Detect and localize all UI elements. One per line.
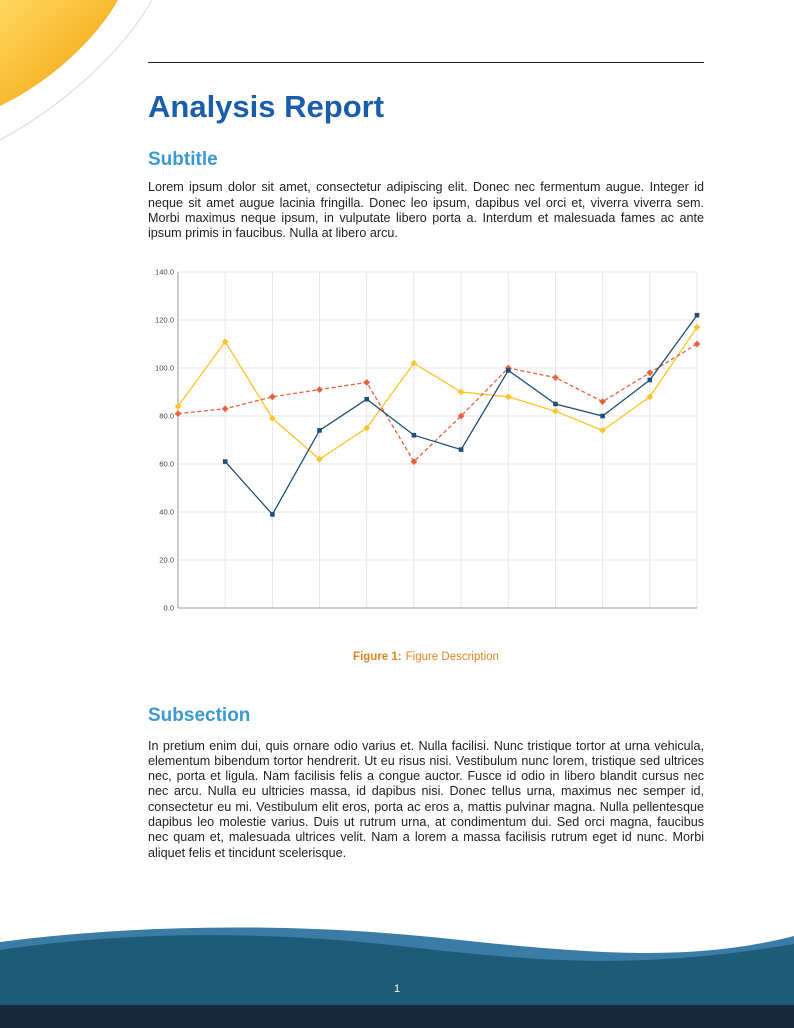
header-rule	[148, 62, 704, 63]
section-heading-subtitle: Subtitle	[148, 148, 218, 170]
figure-caption-label: Figure 1:	[353, 650, 402, 663]
svg-text:80.0: 80.0	[159, 411, 174, 420]
page-number: 1	[393, 983, 401, 995]
line-chart: 0.0 20.0 40.0 60.0 80.0 100.0 120.0 140.0	[150, 265, 702, 618]
svg-text:120.0: 120.0	[155, 315, 174, 324]
svg-text:0.0: 0.0	[163, 603, 174, 612]
paragraph-subtitle: Lorem ipsum dolor sit amet, consectetur …	[148, 180, 704, 241]
footer-wave-main-shape	[0, 935, 794, 1005]
svg-text:140.0: 140.0	[155, 267, 174, 276]
figure-caption: Figure 1: Figure Description	[148, 651, 704, 663]
footer-wave	[0, 927, 794, 1005]
corner-swoosh-shape	[0, 0, 118, 106]
page-title: Analysis Report	[148, 89, 385, 124]
svg-text:20.0: 20.0	[159, 555, 174, 564]
figure-caption-text: Figure Description	[405, 650, 499, 663]
svg-text:40.0: 40.0	[159, 507, 174, 516]
paragraph-subsection: In pretium enim dui, quis ornare odio va…	[148, 738, 704, 860]
corner-decoration	[0, 0, 153, 141]
figure-block: 0.0 20.0 40.0 60.0 80.0 100.0 120.0 140.0 Figur…	[148, 265, 704, 663]
footer-strip	[0, 1005, 794, 1028]
corner-arc-line	[0, 0, 153, 141]
section-heading-subsection: Subsection	[148, 704, 251, 726]
svg-text:100.0: 100.0	[155, 363, 174, 372]
svg-text:60.0: 60.0	[159, 459, 174, 468]
page-content: Analysis Report Subtitle Lorem ipsum dol…	[148, 0, 704, 861]
line-chart-svg: 0.0 20.0 40.0 60.0 80.0 100.0 120.0 140.0	[155, 267, 701, 612]
